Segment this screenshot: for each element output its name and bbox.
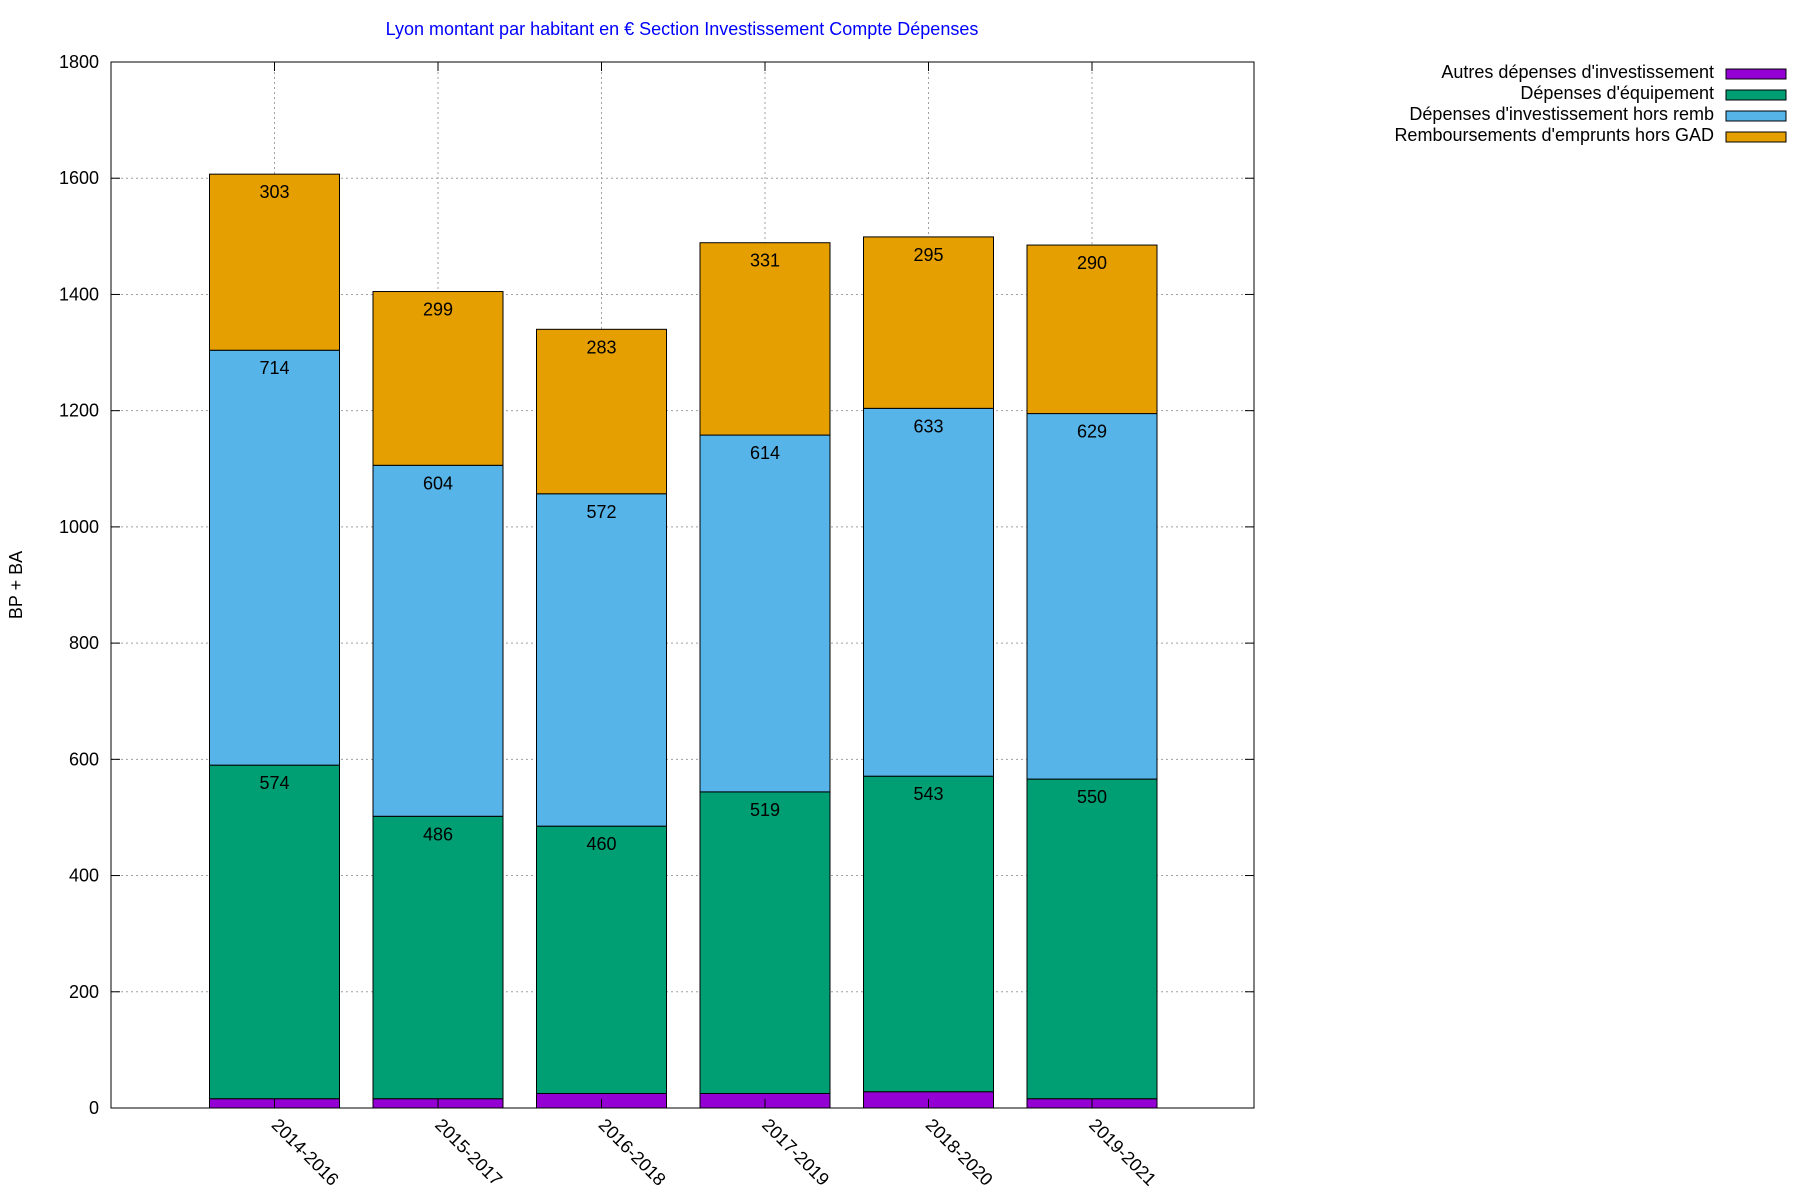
y-tick-label: 0 bbox=[89, 1098, 99, 1118]
y-tick-label: 200 bbox=[69, 982, 99, 1002]
x-tick-label: 2015-2017 bbox=[431, 1115, 506, 1190]
y-tick-label: 1400 bbox=[59, 284, 99, 304]
bar-segment bbox=[536, 825, 667, 1094]
y-tick-label: 1800 bbox=[59, 52, 99, 72]
bar-segment bbox=[536, 493, 667, 827]
y-tick-label: 800 bbox=[69, 633, 99, 653]
bar-value-label: 604 bbox=[423, 473, 453, 493]
bar-segment bbox=[372, 291, 504, 466]
bar-value-label: 331 bbox=[750, 251, 780, 271]
bar-segment bbox=[536, 328, 667, 495]
bar-value-label: 303 bbox=[259, 182, 289, 202]
legend-label: Dépenses d'équipement bbox=[1520, 83, 1714, 103]
bars: 574 714 303 486 604 299 460 572 283 519 614 331 543 6… bbox=[209, 173, 1158, 1109]
bar-value-label: 574 bbox=[259, 773, 289, 793]
bar-value-label: 519 bbox=[750, 800, 780, 820]
bar-value-label: 460 bbox=[586, 834, 616, 854]
bar-segment bbox=[699, 242, 831, 436]
legend-swatch bbox=[1725, 131, 1787, 143]
y-tick-label: 600 bbox=[69, 749, 99, 769]
bar-segment bbox=[699, 791, 831, 1094]
plot-border bbox=[110, 61, 1255, 1109]
bar-segment bbox=[209, 349, 340, 766]
y-axis-ticks: 0 200 400 600 800 1000 1200 1400 1600 1800 bbox=[59, 52, 1254, 1118]
bar-segment bbox=[209, 764, 340, 1100]
y-tick-label: 1200 bbox=[59, 401, 99, 421]
bar-value-label: 714 bbox=[259, 358, 289, 378]
x-tick-label: 2014-2016 bbox=[268, 1115, 343, 1190]
bar-value-label: 572 bbox=[586, 502, 616, 522]
x-tick-label: 2019-2021 bbox=[1085, 1115, 1160, 1190]
legend-swatch bbox=[1725, 110, 1787, 122]
legend-label: Remboursements d'emprunts hors GAD bbox=[1394, 125, 1714, 145]
y-tick-label: 1600 bbox=[59, 168, 99, 188]
chart-title: Lyon montant par habitant en € Section I… bbox=[386, 19, 979, 39]
bar-value-label: 283 bbox=[586, 337, 616, 357]
bar-segment bbox=[863, 407, 994, 777]
legend-label: Dépenses d'investissement hors remb bbox=[1409, 104, 1714, 124]
legend-swatch bbox=[1725, 68, 1787, 80]
legend-label: Autres dépenses d'investissement bbox=[1441, 62, 1714, 82]
y-tick-label: 400 bbox=[69, 866, 99, 886]
bar-value-label: 486 bbox=[423, 824, 453, 844]
bar-value-label: 550 bbox=[1077, 787, 1107, 807]
x-tick-label: 2018-2020 bbox=[922, 1115, 997, 1190]
x-tick-label: 2016-2018 bbox=[595, 1115, 670, 1190]
legend-swatch bbox=[1725, 89, 1787, 101]
bar-value-label: 614 bbox=[750, 443, 780, 463]
bar-segment bbox=[1026, 244, 1158, 415]
bar-value-label: 290 bbox=[1077, 253, 1107, 273]
bar-segment bbox=[372, 464, 504, 817]
bar-segment bbox=[209, 173, 340, 351]
bar-value-label: 629 bbox=[1077, 422, 1107, 442]
bar-segment bbox=[863, 775, 994, 1093]
x-tick-label: 2017-2019 bbox=[758, 1115, 833, 1190]
bar-segment bbox=[699, 434, 831, 793]
bar-value-label: 543 bbox=[913, 784, 943, 804]
legend: Autres dépenses d'investissementDépenses… bbox=[1394, 62, 1787, 145]
y-tick-label: 1000 bbox=[59, 517, 99, 537]
bar-segment bbox=[863, 236, 994, 409]
bar-segment bbox=[372, 815, 504, 1100]
bar-segment bbox=[1026, 413, 1158, 780]
bar-value-label: 295 bbox=[913, 245, 943, 265]
bar-value-label: 633 bbox=[913, 416, 943, 436]
bar-segment bbox=[1026, 778, 1158, 1100]
y-axis-label: BP + BA bbox=[6, 551, 26, 619]
plot-frame bbox=[110, 61, 1255, 1109]
bar-value-label: 299 bbox=[423, 300, 453, 320]
